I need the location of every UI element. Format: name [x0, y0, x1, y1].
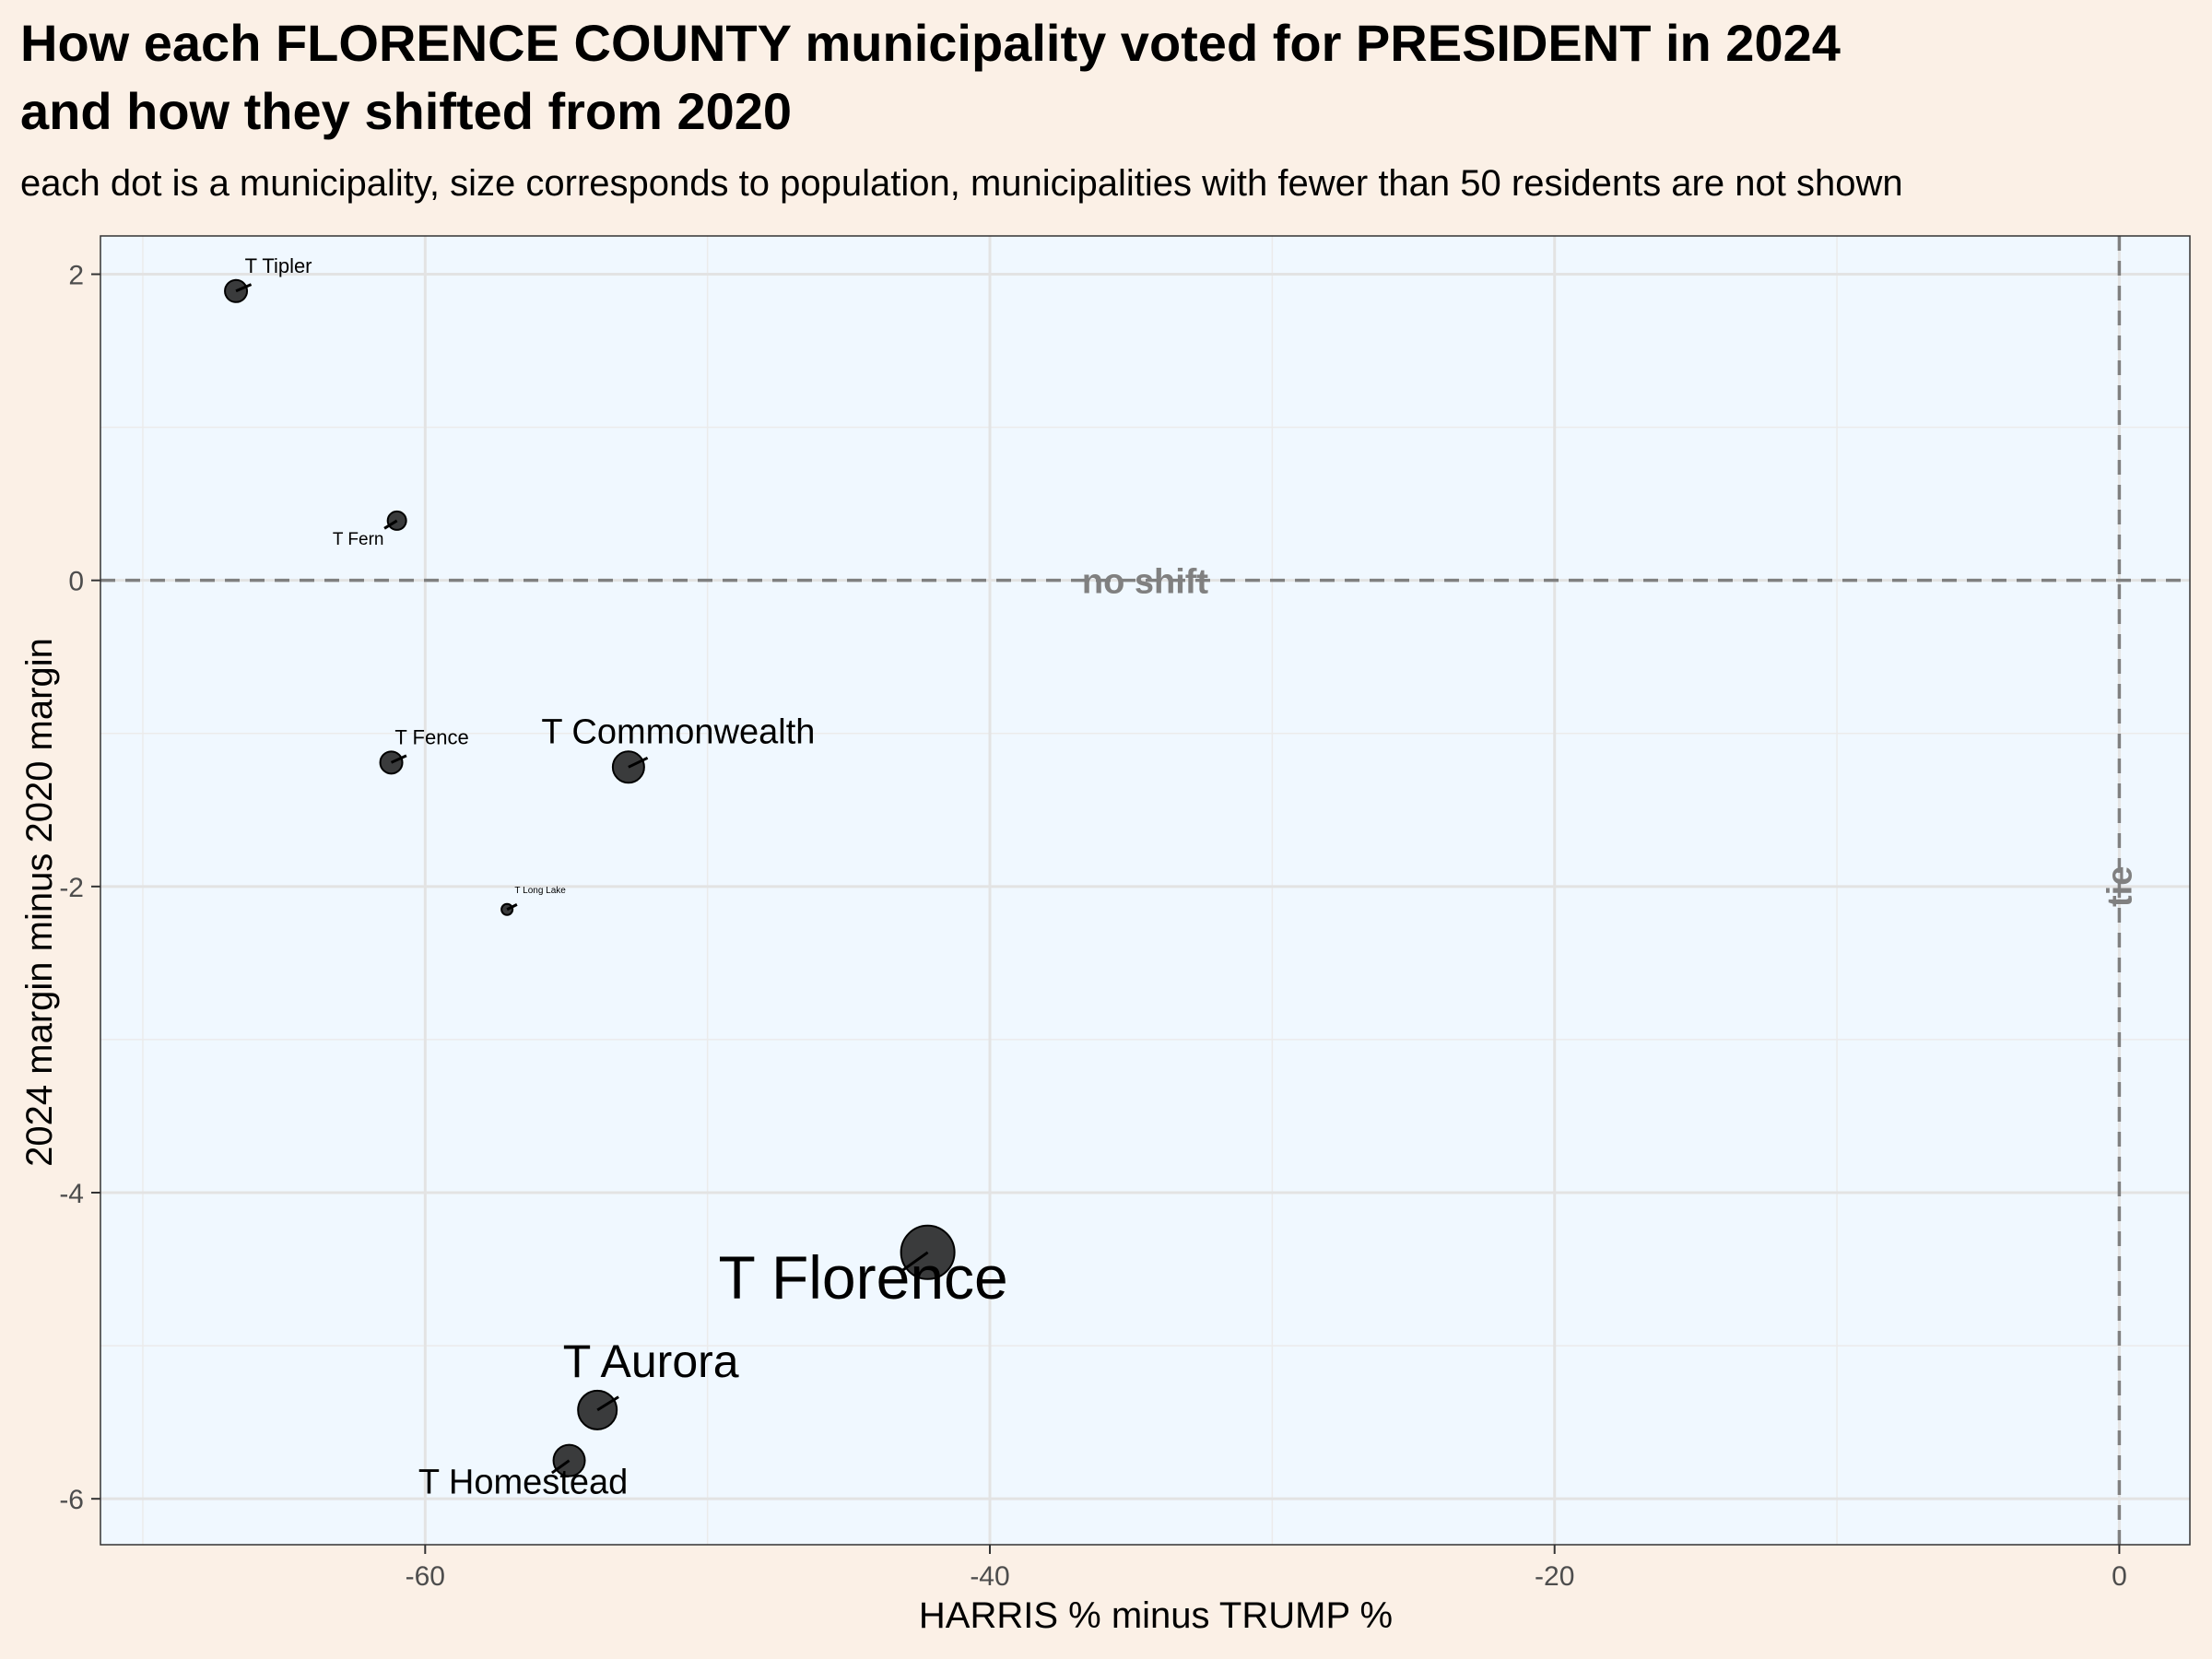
gridlines — [100, 236, 2190, 1545]
point-leader-line — [390, 754, 407, 764]
point-label: T Fence — [394, 725, 468, 748]
x-tick-label: -40 — [970, 1561, 1009, 1592]
point-leader-line — [506, 903, 518, 912]
reference-lines: no shift tie — [100, 236, 2190, 1545]
plot-border — [100, 235, 2191, 1546]
point-leader-line — [383, 519, 398, 530]
point-leader-line — [596, 1395, 619, 1412]
point-leader-line — [900, 1251, 929, 1273]
x-axis-title: HARRIS % minus TRUMP % — [919, 1595, 1393, 1636]
point-leader-line — [628, 756, 649, 769]
point-label: T Tipler — [245, 254, 312, 277]
point-label: T Florence — [718, 1243, 1007, 1312]
x-tick-label: -20 — [1535, 1561, 1574, 1592]
y-axis-ticks: 2 0 -2 -4 -6 — [59, 261, 100, 1515]
plot-panel — [100, 236, 2190, 1545]
point-label: T Long Lake — [514, 886, 566, 896]
point-label: T Commonwealth — [541, 712, 815, 751]
data-points — [224, 278, 956, 1477]
chart-title-line1: How each FLORENCE COUNTY municipality vo… — [20, 14, 1841, 72]
chart-title-line2: and how they shifted from 2020 — [20, 82, 792, 140]
y-tick-label: -2 — [59, 873, 84, 903]
tie-label: tie — [2100, 866, 2139, 907]
y-axis-title: 2024 margin minus 2020 margin — [19, 638, 60, 1167]
x-tick-label: 0 — [2112, 1561, 2127, 1592]
x-tick-label: -60 — [406, 1561, 445, 1592]
point-label: T Homestead — [418, 1464, 628, 1502]
y-tick-label: 2 — [68, 261, 84, 291]
point-label: T Aurora — [563, 1335, 739, 1387]
y-tick-label: -6 — [59, 1485, 84, 1515]
point-leader-line — [235, 283, 253, 293]
chart-subtitle: each dot is a municipality, size corresp… — [20, 163, 1903, 204]
no-shift-label: no shift — [1082, 563, 1209, 602]
point-label: T Fern — [333, 530, 384, 549]
y-tick-label: 0 — [68, 567, 84, 597]
x-axis-ticks: -60 -40 -20 0 — [406, 1545, 2127, 1592]
point-labels: T Tipler T Fern T Fence T Commonwealth T Lon… — [235, 254, 1008, 1502]
y-tick-label: -4 — [59, 1179, 84, 1209]
point-leader-line — [551, 1459, 571, 1475]
